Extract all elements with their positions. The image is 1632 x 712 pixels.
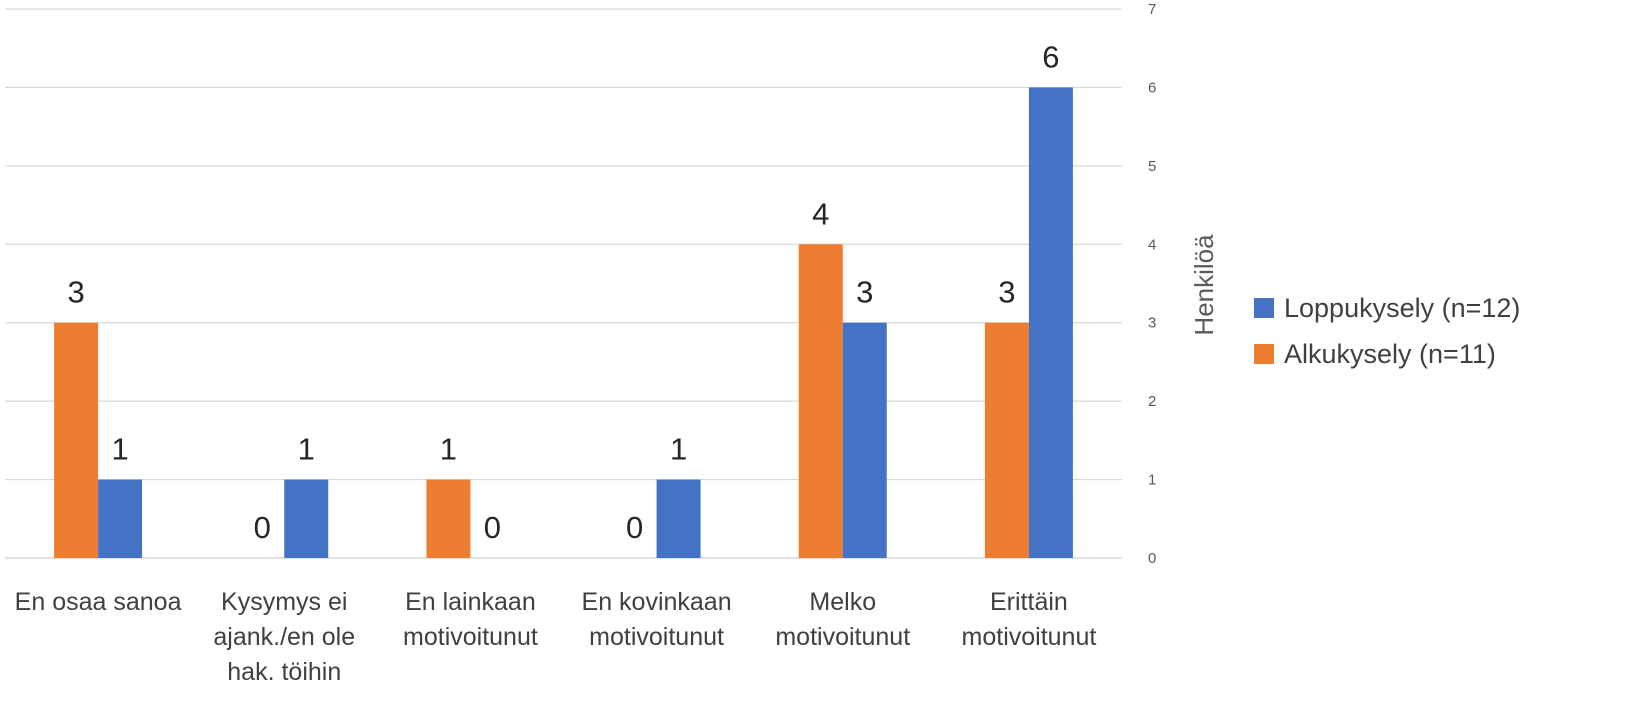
data-label: 3 (856, 275, 873, 310)
bars (54, 87, 1073, 559)
data-label: 0 (484, 510, 501, 545)
y-tick-label: 6 (1148, 79, 1156, 96)
bar (54, 322, 99, 558)
y-tick-label: 0 (1148, 550, 1156, 567)
bar (798, 244, 843, 559)
data-label: 6 (1042, 39, 1059, 74)
x-tick-label: motivoitunut (775, 623, 910, 651)
legend-swatch (1254, 298, 1274, 318)
data-label: 3 (998, 275, 1015, 310)
x-axis-labels: En osaa sanoa Kysymys ei ajank./en ole hak.… (15, 588, 1097, 686)
legend-item: Loppukysely (n=12) (1254, 292, 1520, 324)
x-tick-label: En kovinkaan (582, 588, 732, 616)
bar (842, 322, 887, 558)
bar (98, 479, 143, 558)
y-tick-label: 2 (1148, 393, 1156, 410)
data-label: 4 (812, 196, 829, 231)
data-labels: 3 1 0 1 1 0 0 1 4 3 3 6 (67, 39, 1059, 545)
data-label: 0 (626, 510, 643, 545)
x-tick-label: Melko (809, 588, 876, 616)
bar (656, 479, 701, 558)
legend-item: Alkukysely (n=11) (1254, 338, 1520, 370)
x-tick-label: Kysymys ei (221, 588, 347, 616)
data-label: 1 (111, 432, 128, 467)
legend: Loppukysely (n=12) Alkukysely (n=11) (1254, 292, 1520, 384)
y-tick-label: 1 (1148, 472, 1156, 489)
data-label: 3 (67, 275, 84, 310)
x-tick-label: motivoitunut (962, 623, 1097, 651)
y-tick-label: 4 (1148, 236, 1156, 253)
x-tick-label: motivoitunut (589, 623, 724, 651)
y-axis-ticks: 0 1 2 3 4 5 6 7 (1148, 1, 1156, 567)
y-axis-title: Henkilöä (1189, 234, 1219, 336)
bar (284, 479, 329, 558)
x-tick-label: Erittäin (990, 588, 1068, 616)
legend-swatch (1254, 344, 1274, 364)
legend-label: Loppukysely (n=12) (1284, 292, 1521, 323)
y-tick-label: 7 (1148, 1, 1156, 18)
bar (426, 479, 471, 558)
data-label: 1 (298, 432, 315, 467)
bar (984, 322, 1029, 558)
x-tick-label: En osaa sanoa (15, 588, 182, 616)
data-label: 1 (440, 432, 457, 467)
data-label: 1 (670, 432, 687, 467)
legend-label: Alkukysely (n=11) (1284, 338, 1496, 369)
x-tick-label: hak. töihin (227, 658, 341, 686)
x-tick-label: ajank./en ole (213, 623, 355, 651)
bar (1028, 87, 1073, 558)
x-tick-label: motivoitunut (403, 623, 538, 651)
y-tick-label: 3 (1148, 315, 1156, 332)
y-tick-label: 5 (1148, 158, 1156, 175)
gridlines (5, 8, 1122, 559)
data-label: 0 (254, 510, 271, 545)
x-tick-label: En lainkaan (405, 588, 536, 616)
